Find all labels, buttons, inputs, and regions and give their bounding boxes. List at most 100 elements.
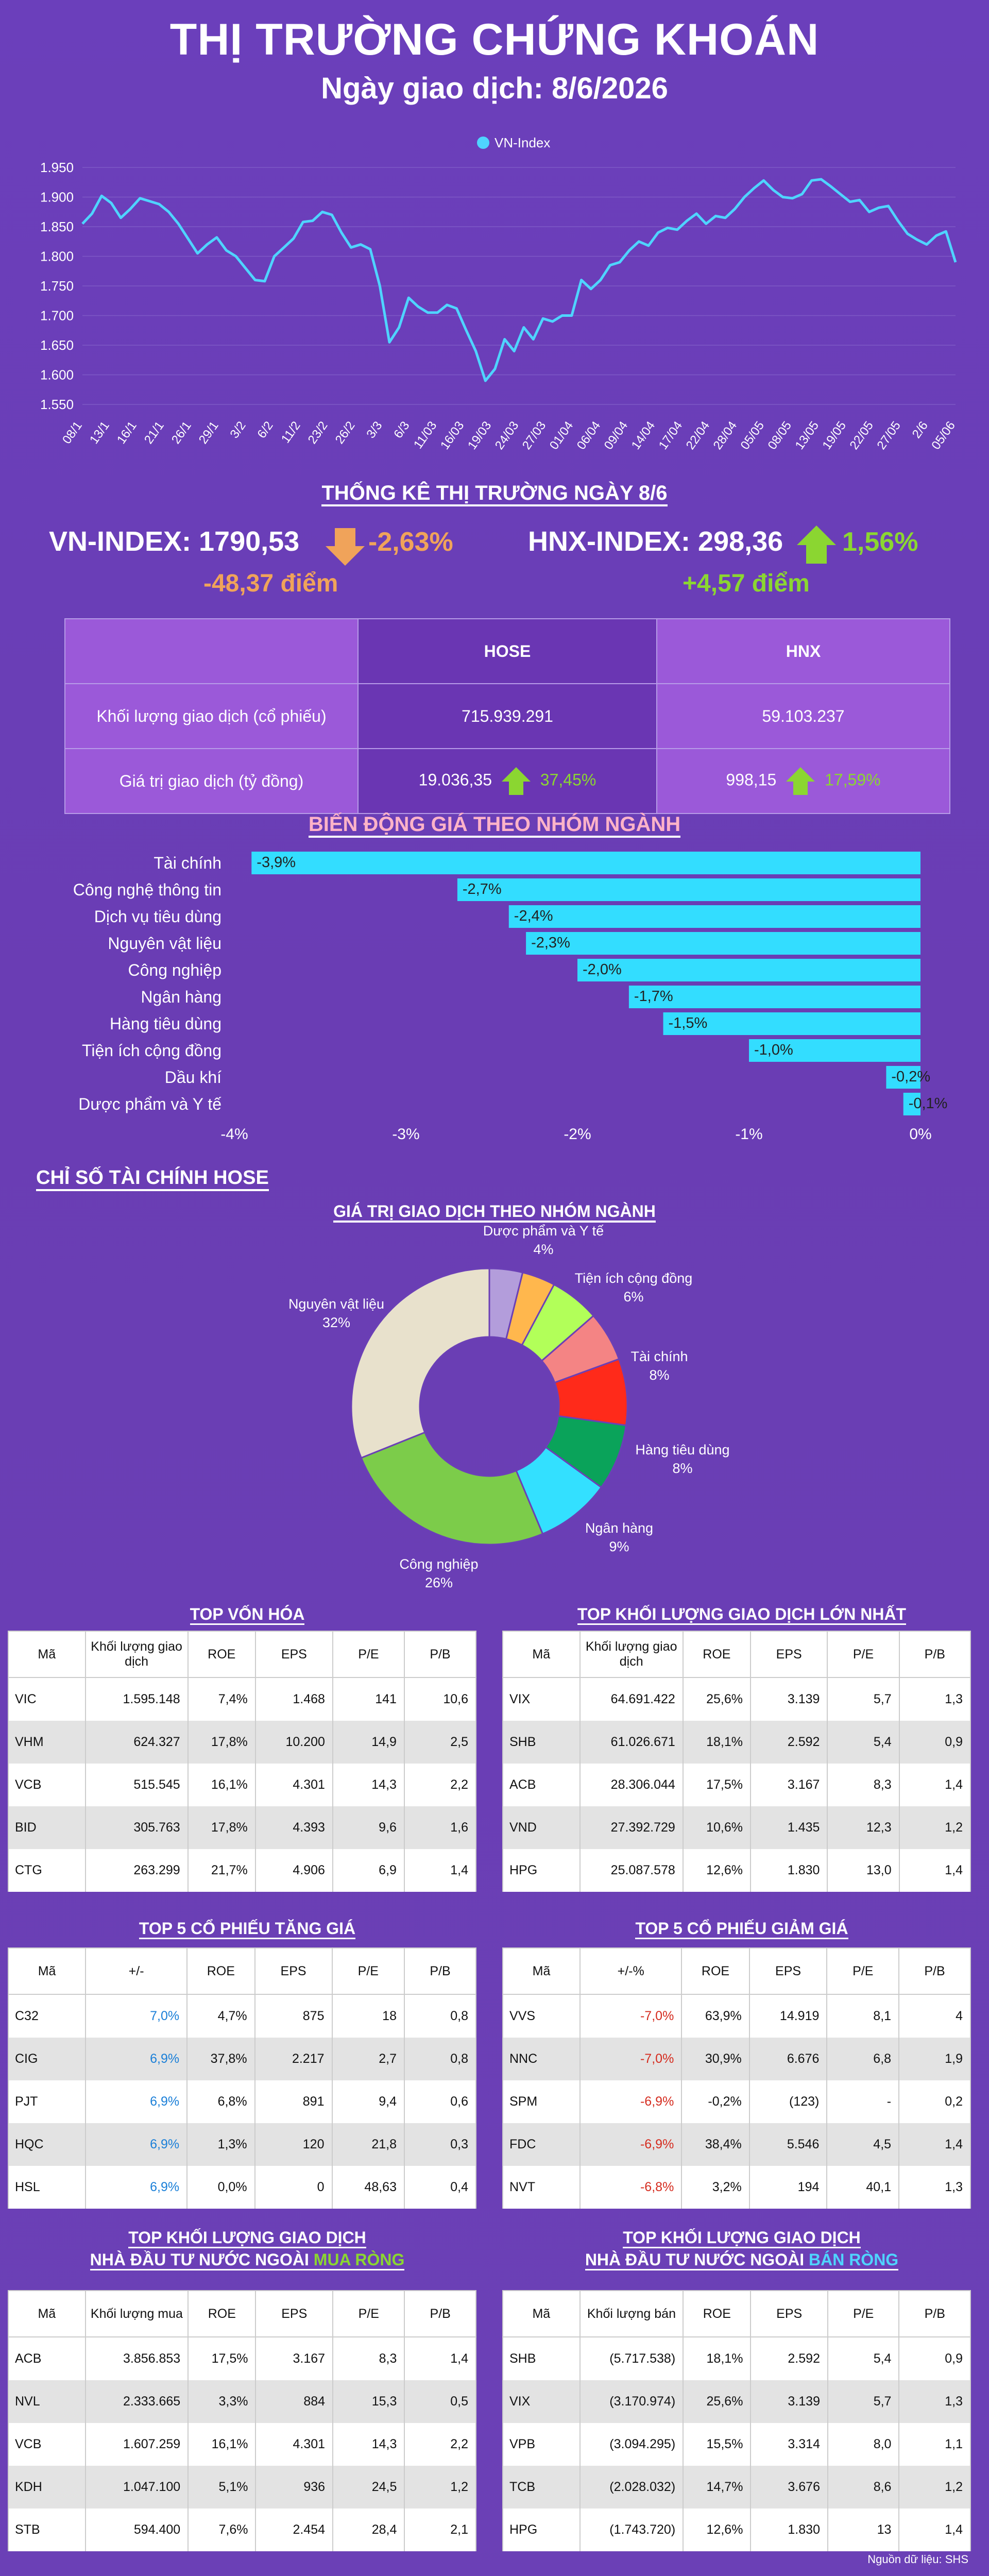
table-cell: 6,8 (826, 2038, 900, 2080)
table-cell: ACB (8, 2337, 86, 2380)
table-title-line2: NHÀ ĐẦU TƯ NƯỚC NGOÀI BÁN RÒNG (585, 2250, 899, 2270)
table-header-cell: EPS (749, 1631, 828, 1678)
table-cell: (5.717.538) (579, 2337, 684, 2380)
bar-value-label: -1,5% (669, 1015, 708, 1031)
table-cell: 3,3% (187, 2380, 257, 2423)
bar-category-label: Tài chính (154, 854, 221, 872)
table-header-cell: P/E (827, 1631, 900, 1678)
x-tick-label: 3/3 (364, 419, 385, 441)
x-tick-label: 16/03 (438, 419, 467, 452)
table-header-cell: Khối lượng mua (84, 2290, 189, 2337)
table-cell: 1.595.148 (84, 1677, 189, 1721)
stats-row-label: Giá trị giao dịch (tỷ đồng) (64, 748, 359, 814)
table-row: VVS -7,0% 63,9% 14.919 8,1 4 (502, 1994, 971, 2038)
table-cell: 8,0 (827, 2423, 900, 2466)
table-cell: PJT (7, 2080, 87, 2123)
table-header-cell: Khối lượng giao dịch (84, 1631, 189, 1678)
table-cell: 1,4 (403, 1849, 477, 1892)
table-row: SPM -6,9% -0,2% (123) -0,2 (502, 2080, 971, 2123)
table-row: FDC -6,9% 38,4% 5.546 4,5 1,4 (502, 2123, 971, 2166)
pie-label-value: 8% (649, 1367, 669, 1383)
table-title-buy: TOP KHỐI LƯỢNG GIAO DỊCH NHÀ ĐẦU TƯ NƯỚC … (8, 2228, 487, 2270)
table-header-cell: P/E (332, 1631, 405, 1678)
bar-category-label: Dược phẩm và Y tế (78, 1095, 221, 1113)
x-tick-label: 26/1 (169, 419, 194, 447)
table-header-cell: P/B (898, 1631, 971, 1678)
table-cell: -6,8% (579, 2166, 683, 2209)
x-tick-label: 19/03 (465, 419, 494, 452)
table-cell: HQC (7, 2123, 87, 2166)
table-cell: 3,2% (681, 2166, 750, 2209)
legend-label: VN-Index (494, 135, 550, 150)
table-title-text: TOP 5 CỔ PHIẾU TĂNG GIÁ (139, 1919, 356, 1939)
table-title-sell: TOP KHỐI LƯỢNG GIAO DỊCH NHÀ ĐẦU TƯ NƯỚC … (502, 2228, 981, 2270)
table-cell: 4.301 (255, 2423, 334, 2466)
table-title-line1: TOP KHỐI LƯỢNG GIAO DỊCH (623, 2228, 861, 2248)
table-cell: 2,2 (404, 2423, 476, 2466)
table-cell: 936 (255, 2466, 334, 2509)
stats-col-hose: HOSE (357, 618, 657, 684)
table-cell: 21,7% (187, 1849, 256, 1892)
table-cell: 3.139 (749, 1677, 828, 1721)
table-cell: VND (502, 1806, 581, 1849)
x-tick-label: 24/03 (492, 419, 522, 452)
table-cell: 18,1% (682, 1721, 751, 1764)
table-cell: 14,3 (332, 2423, 405, 2466)
table-cell: 12,6% (683, 2509, 752, 2551)
stats-cell: 998,15 17,59% (656, 748, 950, 814)
table-cell: KDH (8, 2466, 86, 2509)
table-cell: 17,8% (187, 1721, 256, 1764)
table-cell: 875 (254, 1994, 333, 2038)
table-header-cell: Mã (8, 1631, 86, 1678)
table-cell: 2.217 (254, 2038, 333, 2080)
sector-bar-title: BIẾN ĐỘNG GIÁ THEO NHÓM NGÀNH (0, 813, 989, 838)
table-header-cell: ROE (683, 2290, 752, 2337)
table-cell: 15,5% (683, 2423, 752, 2466)
table-title-line2-highlight: BÁN RÒNG (808, 2250, 899, 2269)
table-cell: 5,7 (827, 2380, 900, 2423)
bar (508, 905, 920, 928)
table-cell: 0,5 (404, 2380, 476, 2423)
table-cell: 1,2 (898, 2466, 971, 2509)
table-cell: 40,1 (826, 2166, 900, 2209)
y-tick-label: 1.950 (40, 160, 74, 175)
bar-category-label: Dịch vụ tiêu dùng (94, 907, 221, 926)
table-header-cell: EPS (254, 1631, 333, 1678)
table-header-cell: P/E (827, 2290, 900, 2337)
x-tick-label: 27/03 (520, 419, 549, 452)
sector-pie-chart: Dược phẩm và Y tế 4% Tiện ích cộng đồng 6% T… (288, 1223, 730, 1590)
table-header-cell: EPS (750, 2290, 828, 2337)
table-title-line2-prefix: NHÀ ĐẦU TƯ NƯỚC NGOÀI (585, 2250, 809, 2269)
table-header-cell: ROE (187, 1631, 256, 1678)
x-tick-label: 23/2 (305, 419, 331, 447)
table-cell: 0,3 (403, 2123, 477, 2166)
table-cell: (3.170.974) (579, 2380, 684, 2423)
pie-slice (350, 1267, 490, 1459)
table-header-cell: Khối lượng bán (579, 2290, 684, 2337)
table-row: STB 594.400 7,6% 2.454 28,4 2,1 (8, 2509, 476, 2551)
table-cell: 1,9 (898, 2038, 971, 2080)
table-cell: 2.333.665 (84, 2380, 189, 2423)
bar (903, 1093, 920, 1115)
table-vol: Mã Khối lượng giao dịch ROE EPS P/E P/B VIX 64.… (502, 1631, 971, 1892)
table-cell: (3.094.295) (579, 2423, 684, 2466)
bar-value-label: -0,1% (909, 1095, 948, 1112)
table-cell: 17,5% (187, 2337, 257, 2380)
table-cell: 15,3 (332, 2380, 405, 2423)
table-cell: 594.400 (84, 2509, 189, 2551)
table-row: HSL 6,9% 0,0% 0 48,63 0,4 (7, 2166, 477, 2209)
table-cell: 1.830 (749, 1849, 828, 1892)
table-cell: 0,9 (898, 1721, 971, 1764)
vnindex-series-line (81, 178, 957, 382)
x-tick-label: 14/04 (629, 419, 658, 452)
table-cell: 9,6 (332, 1806, 405, 1849)
table-cell: 1,6 (403, 1806, 477, 1849)
table-cell: FDC (502, 2123, 581, 2166)
table-cell: TCB (502, 2466, 581, 2509)
hnxindex-points: +4,57 điểm (683, 570, 810, 597)
table-cell: 884 (255, 2380, 334, 2423)
x-tick-label: 06/04 (574, 419, 604, 452)
table-cell: VIX (502, 2380, 581, 2423)
table-header-cell: EPS (255, 2290, 334, 2337)
x-tick-label: 0% (909, 1126, 931, 1143)
